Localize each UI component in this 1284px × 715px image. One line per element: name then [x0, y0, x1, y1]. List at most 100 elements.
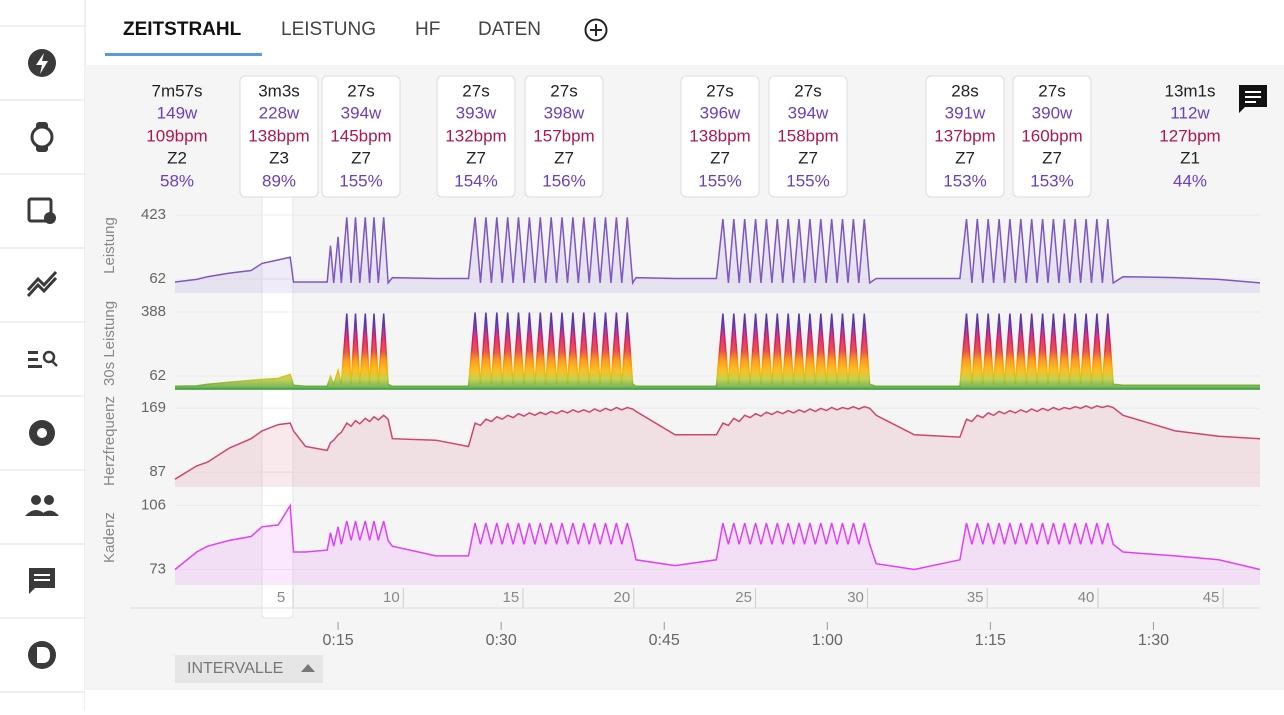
- panel-label: 30s Leistung: [101, 301, 118, 386]
- interval-card: [1012, 75, 1092, 198]
- series-line: [174, 312, 1260, 388]
- interval-card: [768, 75, 848, 198]
- interval-duration: 27s: [347, 81, 374, 100]
- x-tick-label: 0:15: [323, 632, 354, 649]
- interval-percent: 153%: [1030, 171, 1073, 190]
- panel-label: Kadenz: [101, 512, 118, 563]
- interval-number: 15: [503, 589, 520, 606]
- interval-percent: 153%: [943, 171, 986, 190]
- interval-power: 394w: [341, 103, 382, 122]
- interval-percent: 155%: [339, 171, 382, 190]
- interval-percent: 58%: [160, 171, 194, 190]
- interval-duration: 27s: [462, 81, 489, 100]
- interval-duration: 13m1s: [1164, 81, 1215, 100]
- interval-duration: 28s: [951, 81, 978, 100]
- interval-duration: 27s: [794, 81, 821, 100]
- interval-power: 391w: [945, 103, 986, 122]
- interval-zone: Z1: [1180, 148, 1200, 167]
- sidebar: [0, 0, 86, 710]
- nav-calendar[interactable]: [27, 197, 56, 224]
- interval-zone: Z7: [1042, 148, 1062, 167]
- nav-search[interactable]: [28, 350, 58, 368]
- tab[interactable]: HF: [415, 19, 440, 40]
- tab[interactable]: ZEITSTRAHL: [123, 19, 242, 40]
- interval-hr: 138bpm: [689, 126, 750, 145]
- panel-label: Herzfrequenz: [101, 396, 118, 486]
- y-tick-label: 169: [141, 399, 166, 416]
- interval-zone: Z7: [798, 148, 818, 167]
- x-tick-label: 1:30: [1138, 632, 1169, 649]
- y-tick-label: 62: [149, 270, 166, 287]
- interval-hr: 127bpm: [1159, 126, 1220, 145]
- interval-hr: 157bpm: [533, 126, 594, 145]
- y-tick-label: 73: [149, 560, 166, 577]
- interval-duration: 3m3s: [258, 81, 300, 100]
- interval-hr: 132bpm: [445, 126, 506, 145]
- y-tick-label: 423: [141, 206, 166, 223]
- x-tick-label: 0:45: [649, 632, 680, 649]
- y-tick-label: 62: [149, 367, 166, 384]
- interval-number: 30: [847, 589, 864, 606]
- interval-power: 112w: [1170, 103, 1210, 122]
- comment-button[interactable]: [1239, 85, 1267, 113]
- interval-percent: 44%: [1173, 171, 1207, 190]
- nav-people[interactable]: [25, 495, 59, 516]
- intervals-toggle[interactable]: INTERVALLE: [175, 655, 323, 683]
- interval-duration: 7m57s: [151, 81, 202, 100]
- footer: [85, 690, 1284, 710]
- add-tab[interactable]: [584, 18, 608, 42]
- interval-card: [524, 75, 604, 198]
- panel-label: Leistung: [101, 217, 118, 274]
- nav-power[interactable]: [28, 49, 56, 77]
- interval-duration: 27s: [550, 81, 577, 100]
- button-label[interactable]: INTERVALLE: [187, 660, 283, 677]
- series-line: [174, 503, 1261, 571]
- series-line: [174, 405, 1261, 480]
- y-tick-label: 388: [141, 303, 166, 320]
- nav-trend[interactable]: [26, 270, 58, 298]
- interval-number: 40: [1078, 589, 1095, 606]
- interval-number: 20: [613, 589, 630, 606]
- plot: 7m57s 149w 109bpm Z2 58% 3m3s 228w 138bpm Z3 89% 2…: [101, 75, 1261, 649]
- interval-hr: 109bpm: [146, 126, 207, 145]
- interval-power: 228w: [259, 103, 300, 122]
- series-area: [175, 405, 1260, 487]
- interval-percent: 89%: [262, 171, 296, 190]
- interval-card: [239, 75, 319, 198]
- interval-percent: 156%: [542, 171, 585, 190]
- y-tick-label: 106: [141, 496, 166, 513]
- interval-card: [925, 75, 1005, 198]
- interval-duration: 27s: [706, 81, 733, 100]
- tab[interactable]: LEISTUNG: [281, 19, 376, 40]
- interval-number: 25: [735, 589, 752, 606]
- series-line: [174, 217, 1261, 286]
- interval-power: 394w: [788, 103, 829, 122]
- interval-percent: 155%: [786, 171, 829, 190]
- interval-zone: Z7: [466, 148, 486, 167]
- interval-zone: Z7: [554, 148, 574, 167]
- series-area: [175, 312, 1260, 390]
- nav-settings[interactable]: [29, 420, 55, 446]
- interval-card: [321, 75, 401, 198]
- interval-percent: 155%: [698, 171, 741, 190]
- interval-hr: 158bpm: [777, 126, 838, 145]
- tab[interactable]: DATEN: [478, 19, 541, 40]
- series-area: [175, 217, 1260, 293]
- interval-power: 149w: [157, 103, 198, 122]
- nav-watch[interactable]: [30, 122, 54, 152]
- interval-hr: 160bpm: [1021, 126, 1082, 145]
- interval-hr: 137bpm: [934, 126, 995, 145]
- interval-number: 35: [967, 589, 984, 606]
- nav-chat[interactable]: [29, 568, 55, 594]
- interval-zone: Z7: [955, 148, 975, 167]
- interval-number: 10: [383, 589, 400, 606]
- y-tick-label: 87: [149, 463, 166, 480]
- interval-zone: Z2: [167, 148, 187, 167]
- x-tick-label: 0:30: [486, 632, 517, 649]
- interval-zone: Z7: [351, 148, 371, 167]
- interval-power: 390w: [1032, 103, 1073, 122]
- interval-power: 393w: [456, 103, 497, 122]
- interval-number: 5: [277, 589, 285, 606]
- nav-d[interactable]: [28, 641, 56, 669]
